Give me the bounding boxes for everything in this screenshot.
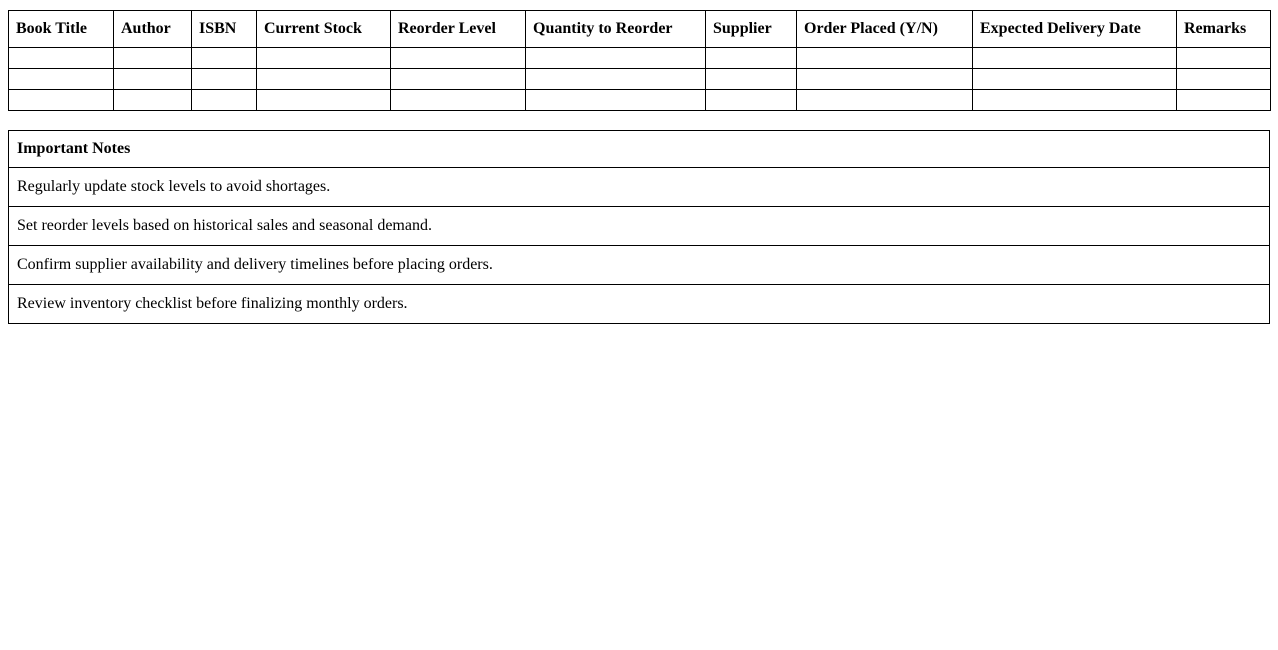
- note-text: Set reorder levels based on historical s…: [8, 206, 1270, 246]
- inventory-cell: [525, 47, 706, 69]
- column-header-reorder-level: Reorder Level: [390, 10, 526, 48]
- inventory-cell: [1176, 47, 1271, 69]
- inventory-cell: [256, 68, 391, 90]
- inventory-cell: [705, 68, 797, 90]
- column-header-order-placed-y-n: Order Placed (Y/N): [796, 10, 973, 48]
- inventory-cell: [972, 89, 1177, 111]
- inventory-cell: [705, 89, 797, 111]
- note-row: Review inventory checklist before finali…: [8, 284, 1270, 324]
- inventory-cell: [972, 47, 1177, 69]
- notes-header-row: Important Notes: [8, 130, 1270, 168]
- inventory-cell: [1176, 89, 1271, 111]
- inventory-cell: [390, 47, 526, 69]
- inventory-cell: [8, 89, 114, 111]
- column-header-supplier: Supplier: [705, 10, 797, 48]
- note-text: Regularly update stock levels to avoid s…: [8, 167, 1270, 207]
- column-header-book-title: Book Title: [8, 10, 114, 48]
- inventory-header-row: Book Title Author ISBN Current Stock Reorder…: [8, 10, 1271, 48]
- inventory-table: Book Title Author ISBN Current Stock Reorder…: [8, 10, 1271, 111]
- inventory-cell: [1176, 68, 1271, 90]
- inventory-cell: [390, 89, 526, 111]
- inventory-cell: [390, 68, 526, 90]
- inventory-cell: [256, 47, 391, 69]
- notes-table: Important Notes Regularly update stock l…: [8, 130, 1270, 324]
- column-header-author: Author: [113, 10, 192, 48]
- inventory-cell: [796, 68, 973, 90]
- note-text: Confirm supplier availability and delive…: [8, 245, 1270, 285]
- note-text: Review inventory checklist before finali…: [8, 284, 1270, 324]
- inventory-cell: [525, 68, 706, 90]
- inventory-row: [8, 68, 1271, 90]
- column-header-expected-delivery-date: Expected Delivery Date: [972, 10, 1177, 48]
- inventory-cell: [8, 47, 114, 69]
- inventory-cell: [525, 89, 706, 111]
- inventory-cell: [113, 89, 192, 111]
- inventory-row: [8, 47, 1271, 69]
- inventory-cell: [796, 89, 973, 111]
- column-header-current-stock: Current Stock: [256, 10, 391, 48]
- inventory-row: [8, 89, 1271, 111]
- note-row: Regularly update stock levels to avoid s…: [8, 167, 1270, 207]
- inventory-cell: [191, 68, 257, 90]
- inventory-cell: [8, 68, 114, 90]
- note-row: Set reorder levels based on historical s…: [8, 206, 1270, 246]
- inventory-cell: [256, 89, 391, 111]
- inventory-cell: [972, 68, 1177, 90]
- column-header-remarks: Remarks: [1176, 10, 1271, 48]
- column-header-isbn: ISBN: [191, 10, 257, 48]
- inventory-cell: [191, 47, 257, 69]
- inventory-cell: [191, 89, 257, 111]
- column-header-quantity-to-reorder: Quantity to Reorder: [525, 10, 706, 48]
- notes-title: Important Notes: [8, 130, 1270, 168]
- inventory-cell: [705, 47, 797, 69]
- inventory-cell: [113, 47, 192, 69]
- note-row: Confirm supplier availability and delive…: [8, 245, 1270, 285]
- inventory-cell: [796, 47, 973, 69]
- inventory-cell: [113, 68, 192, 90]
